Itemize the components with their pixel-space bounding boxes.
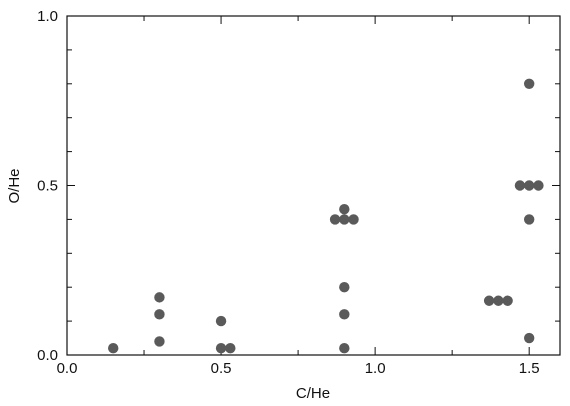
data-point: [329, 214, 341, 225]
data-point: [523, 180, 535, 191]
data-point: [533, 180, 544, 191]
y-tick-label: 0.0: [37, 347, 58, 364]
x-tick-label: 1.5: [519, 360, 540, 377]
data-point: [215, 315, 227, 327]
y-tick-label: 0.5: [37, 178, 58, 195]
data-point: [523, 78, 535, 90]
x-tick-label: 1.0: [365, 360, 386, 377]
y-tick-label: 1.0: [37, 8, 58, 25]
axis-tick-labels: 0.0 0.5 1.0 1.5 0.0 0.5 1.0: [37, 8, 539, 377]
data-point: [154, 336, 165, 347]
data-point: [339, 204, 350, 215]
data-point: [483, 295, 495, 306]
data-point: [502, 295, 513, 306]
data-point: [154, 309, 165, 320]
y-axis-label: O/He: [6, 168, 23, 203]
data-point: [339, 309, 350, 320]
data-point: [523, 332, 535, 344]
data-point: [339, 343, 350, 354]
data-point: [348, 214, 359, 225]
data-point: [215, 343, 227, 354]
axis-ticks: [66, 15, 560, 356]
data-point: [225, 343, 236, 354]
x-tick-label: 0.0: [57, 360, 78, 377]
data-points: [108, 78, 544, 354]
data-point: [339, 282, 350, 293]
data-point: [154, 292, 165, 303]
x-tick-label: 0.5: [211, 360, 232, 377]
data-point: [514, 180, 526, 191]
x-axis-label: C/He: [296, 385, 330, 402]
data-point: [493, 295, 504, 306]
data-point: [108, 343, 119, 354]
data-point: [339, 214, 350, 225]
data-point: [523, 214, 535, 225]
